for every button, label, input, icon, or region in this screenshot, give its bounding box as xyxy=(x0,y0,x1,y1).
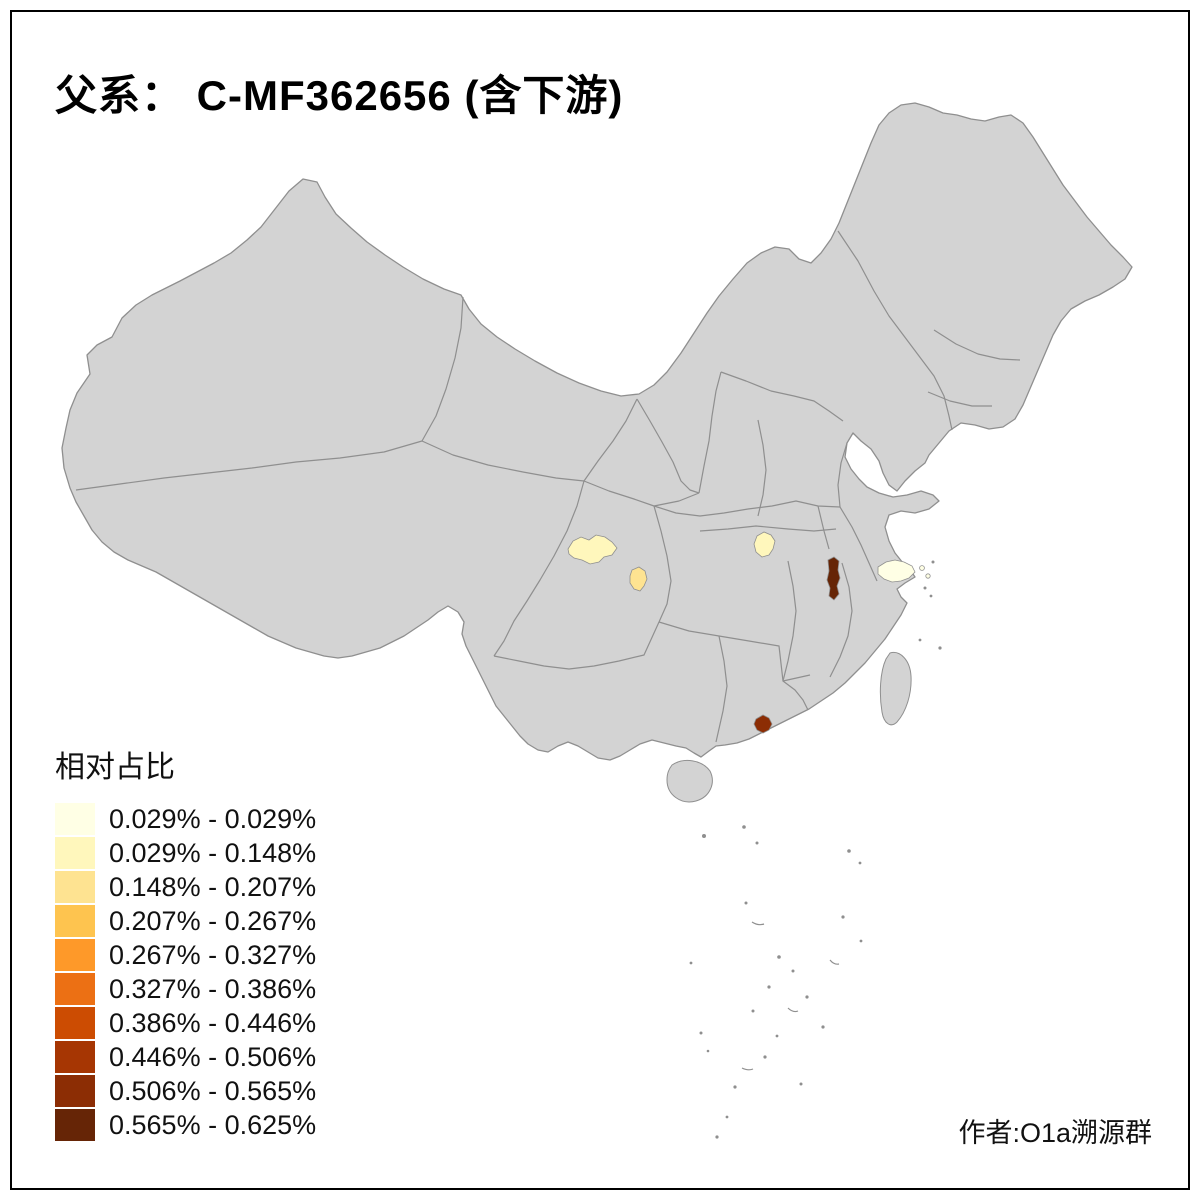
taiwan-island xyxy=(879,651,912,726)
province-borders xyxy=(75,230,1021,743)
legend-swatch xyxy=(55,871,95,903)
page-title: 父系： C-MF362656 (含下游) xyxy=(55,72,624,119)
legend-item: 0.029% - 0.148% xyxy=(55,836,316,870)
legend-item: 0.267% - 0.327% xyxy=(55,938,316,972)
legend-item: 0.029% - 0.029% xyxy=(55,802,316,836)
highlighted-regions xyxy=(567,531,931,734)
legend-label: 0.327% - 0.386% xyxy=(109,973,317,1004)
legend-item: 0.565% - 0.625% xyxy=(55,1108,316,1142)
legend-swatch xyxy=(55,1041,95,1073)
region-south-anhui xyxy=(826,556,841,601)
legend-item: 0.506% - 0.565% xyxy=(55,1074,316,1108)
legend-item: 0.386% - 0.446% xyxy=(55,1006,316,1040)
region-chengdu-area xyxy=(567,534,618,565)
legend-label: 0.386% - 0.446% xyxy=(109,1007,317,1038)
legend-label: 0.446% - 0.506% xyxy=(109,1041,317,1072)
map-legend: 相对占比 0.029% - 0.029% 0.029% - 0.148% 0.1… xyxy=(55,742,316,1142)
legend-swatch xyxy=(55,939,95,971)
legend-swatch xyxy=(55,905,95,937)
south-china-sea-islets xyxy=(689,560,942,1139)
legend-label: 0.029% - 0.029% xyxy=(109,803,317,834)
legend-item: 0.207% - 0.267% xyxy=(55,904,316,938)
legend-swatch xyxy=(55,1109,95,1141)
legend-swatch xyxy=(55,973,95,1005)
region-shanghai-islet-2 xyxy=(925,573,931,579)
legend-title: 相对占比 xyxy=(55,751,175,784)
region-hubei xyxy=(753,531,776,558)
legend-item: 0.327% - 0.386% xyxy=(55,972,316,1006)
region-east-guangdong xyxy=(753,714,773,734)
region-south-sichuan xyxy=(629,566,648,592)
legend-swatch xyxy=(55,837,95,869)
region-shanghai-islet-1 xyxy=(919,565,925,571)
legend-label: 0.267% - 0.327% xyxy=(109,939,317,970)
legend-label: 0.148% - 0.207% xyxy=(109,871,317,902)
legend-label: 0.207% - 0.267% xyxy=(109,905,317,936)
legend-item: 0.148% - 0.207% xyxy=(55,870,316,904)
hainan-island xyxy=(666,759,713,803)
legend-label: 0.029% - 0.148% xyxy=(109,837,317,868)
legend-swatch xyxy=(55,1007,95,1039)
legend-item: 0.446% - 0.506% xyxy=(55,1040,316,1074)
china-mainland-shape xyxy=(61,102,1133,761)
legend-label: 0.565% - 0.625% xyxy=(109,1109,317,1140)
legend-swatch xyxy=(55,803,95,835)
legend-swatch xyxy=(55,1075,95,1107)
region-shanghai-area xyxy=(877,559,916,583)
islands xyxy=(666,651,912,803)
attribution-text: 作者:O1a溯源群 xyxy=(958,1118,1152,1148)
legend-label: 0.506% - 0.565% xyxy=(109,1075,317,1106)
